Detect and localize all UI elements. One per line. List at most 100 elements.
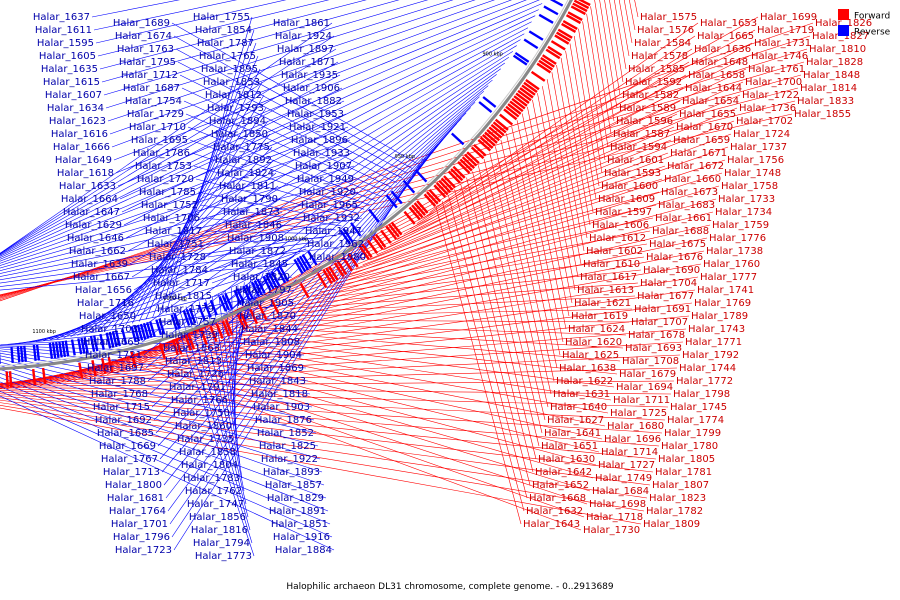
gene-feature	[279, 266, 290, 282]
gene-label: Halar_1621	[574, 298, 631, 309]
gene-feature	[450, 168, 464, 182]
gene-label: Halar_1854	[195, 25, 252, 36]
gene-label: Halar_1662	[69, 246, 126, 257]
leader-line	[327, 217, 654, 289]
gene-feature	[562, 19, 578, 31]
gene-label: Halar_1627	[547, 415, 604, 426]
gene-feature	[256, 278, 266, 295]
gene-label: Halar_1727	[598, 460, 655, 471]
leader-line	[181, 87, 392, 188]
gene-feature	[139, 323, 147, 340]
gene-label: Halar_1857	[265, 480, 322, 491]
leader-line	[145, 85, 489, 369]
gene-label: Halar_1699	[760, 12, 817, 23]
leader-line	[0, 165, 355, 269]
leader-line	[137, 62, 506, 317]
gene-label: Halar_1704	[640, 278, 697, 289]
leader-line	[141, 74, 497, 343]
leader-line	[275, 308, 633, 317]
leader-line	[0, 204, 361, 277]
leader-line	[153, 107, 471, 421]
gene-label: Halar_1796	[113, 532, 170, 543]
gene-label: Halar_1592	[625, 77, 682, 88]
gene-label: Halar_1779	[157, 304, 214, 315]
gene-label: Halar_1589	[619, 103, 676, 114]
leader-line	[0, 399, 651, 486]
gene-feature	[41, 367, 47, 385]
gene-label: Halar_1895	[201, 64, 258, 75]
leader-line	[244, 330, 621, 362]
gene-label: Halar_1718	[586, 512, 643, 523]
leader-line	[334, 204, 657, 284]
gene-feature	[380, 229, 392, 244]
leader-line	[171, 22, 418, 165]
gene-label: Halar_1667	[73, 272, 130, 283]
leader-line	[195, 178, 353, 219]
gene-label: Halar_1873	[223, 207, 280, 218]
gene-feature	[561, 22, 577, 33]
gene-label: Halar_1949	[297, 174, 354, 185]
gene-feature	[541, 54, 557, 65]
gene-label: Halar_1668	[529, 493, 586, 504]
gene-label: Halar_1745	[670, 402, 727, 413]
gene-feature	[470, 146, 485, 160]
gene-feature	[557, 28, 573, 39]
gene-feature	[328, 265, 339, 281]
gene-label: Halar_1786	[133, 148, 190, 159]
leader-line	[0, 48, 808, 299]
gene-feature	[366, 239, 379, 255]
leader-line	[197, 191, 348, 223]
gene-feature	[358, 245, 370, 260]
gene-feature	[368, 208, 380, 223]
gene-feature	[224, 319, 234, 336]
gene-label: Halar_1844	[241, 324, 298, 335]
gene-label: Halar_1730	[583, 525, 640, 536]
gene-label: Halar_1810	[809, 44, 866, 55]
legend-forward-swatch	[838, 9, 849, 20]
gene-label: Halar_1907	[295, 161, 352, 172]
leader-line	[0, 191, 359, 274]
genome-backbone	[0, 0, 573, 371]
ruler-label: 900 kbp	[482, 51, 502, 57]
gene-label: Halar_1695	[131, 135, 188, 146]
leader-line	[0, 35, 811, 300]
gene-feature	[461, 156, 476, 170]
gene-label: Halar_1632	[526, 506, 583, 517]
gene-label: Halar_1635	[41, 64, 98, 75]
gene-feature	[543, 5, 559, 16]
leader-line	[369, 139, 672, 261]
gene-label: Halar_1680	[607, 421, 664, 432]
gene-feature	[333, 262, 345, 278]
gene-feature	[572, 2, 588, 13]
gene-feature	[350, 222, 362, 237]
gene-feature	[299, 282, 310, 299]
gene-label: Halar_1611	[35, 25, 92, 36]
gene-label: Halar_1671	[670, 148, 727, 159]
gene-feature	[182, 310, 191, 326]
gene-label: Halar_1891	[269, 506, 326, 517]
gene-label: Halar_1585	[628, 64, 685, 75]
gene-label: Halar_1757	[159, 317, 216, 328]
gene-feature	[83, 337, 89, 354]
leader-line	[441, 201, 525, 512]
gene-label: Halar_1809	[643, 519, 700, 530]
leader-line	[95, 0, 287, 44]
gene-label: Halar_1596	[616, 116, 673, 127]
gene-label: Halar_1767	[101, 454, 158, 465]
gene-feature	[536, 62, 552, 74]
gene-label: Halar_1763	[117, 44, 174, 55]
leader-line	[0, 139, 351, 264]
leader-line	[565, 50, 594, 213]
gene-feature	[342, 256, 354, 272]
leader-line	[189, 139, 370, 206]
gene-label: Halar_1646	[67, 233, 124, 244]
leader-line	[0, 217, 363, 281]
leader-line	[118, 107, 267, 327]
gene-label: Halar_1587	[613, 129, 670, 140]
gene-label: Halar_1747	[187, 499, 244, 510]
gene-label: Halar_1762	[185, 486, 242, 497]
gene-label: Halar_1760	[703, 259, 760, 270]
gene-label: Halar_1772	[676, 376, 733, 387]
gene-label: Halar_1870	[239, 311, 296, 322]
gene-label: Halar_1697	[87, 363, 144, 374]
